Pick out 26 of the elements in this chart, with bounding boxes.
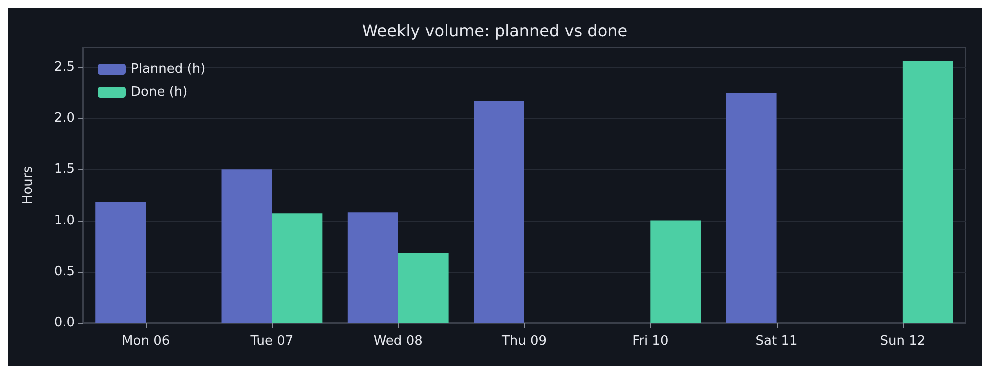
y-tick-label: 0.0 bbox=[54, 316, 75, 330]
bar bbox=[398, 253, 449, 323]
y-tick-label: 2.5 bbox=[54, 60, 75, 75]
bar bbox=[96, 202, 146, 323]
legend-label: Planned (h) bbox=[131, 62, 206, 77]
y-tick-label: 0.5 bbox=[54, 264, 75, 280]
bar bbox=[348, 212, 398, 323]
bar bbox=[726, 92, 777, 323]
y-tick-label: 2.0 bbox=[54, 111, 75, 126]
x-tick-label: Mon 06 bbox=[122, 334, 170, 349]
x-tick-label: Wed 08 bbox=[374, 334, 423, 349]
bar bbox=[474, 101, 524, 323]
chart-title: Weekly volume: planned vs done bbox=[362, 22, 628, 40]
legend-label: Done (h) bbox=[131, 85, 188, 100]
x-tick-label: Fri 10 bbox=[632, 334, 669, 349]
y-tick-label: 1.5 bbox=[54, 162, 75, 178]
bar bbox=[222, 170, 272, 323]
x-tick-label: Thu 09 bbox=[500, 334, 548, 349]
x-tick-label: Tue 07 bbox=[250, 334, 294, 349]
x-tick-label: Sat 11 bbox=[756, 334, 798, 349]
bar bbox=[650, 220, 702, 323]
bar bbox=[272, 214, 323, 323]
bar bbox=[902, 61, 954, 323]
x-tick-label: Sun 12 bbox=[880, 334, 926, 349]
y-axis-title: Hours bbox=[21, 166, 36, 205]
y-tick-label: 1.0 bbox=[54, 213, 75, 228]
